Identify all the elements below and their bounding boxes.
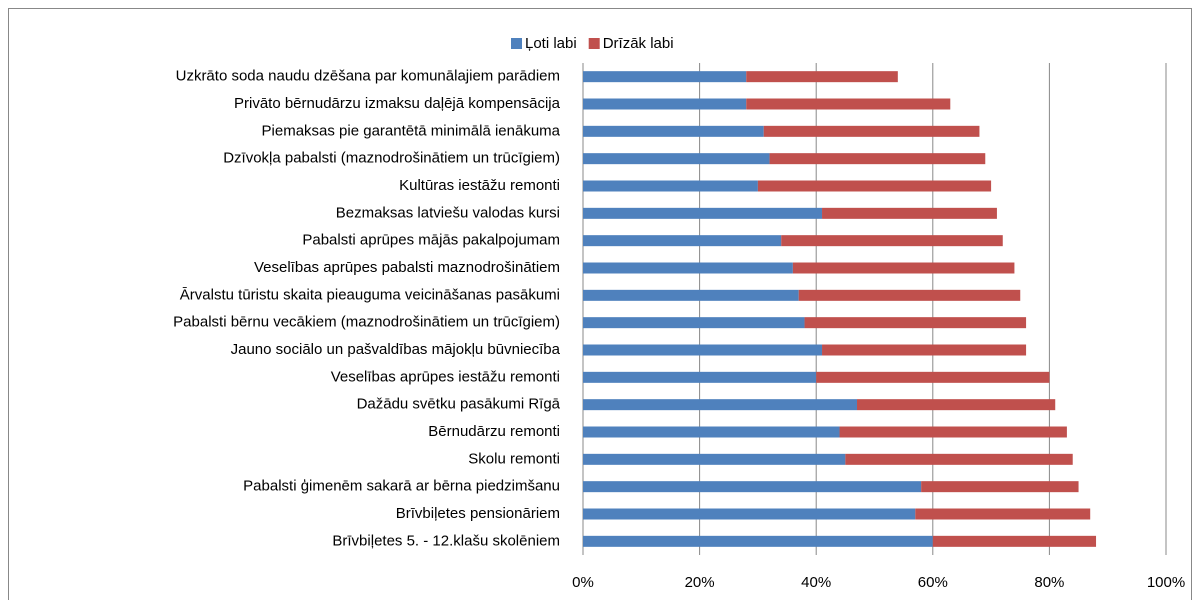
bar — [746, 98, 951, 110]
y-tick-label: Dzīvokļa pabalsti (maznodrošinātiem un t… — [223, 150, 560, 167]
bar — [583, 317, 805, 329]
y-tick-label: Brīvbiļetes 5. - 12.klašu skolēniem — [332, 532, 560, 549]
bar — [583, 535, 933, 547]
bar — [757, 180, 992, 192]
bar — [857, 399, 1056, 411]
bar — [583, 98, 747, 110]
bar — [822, 207, 997, 219]
y-tick-label: Pabalsti ģimenēm sakarā ar bērna piedzim… — [243, 478, 560, 495]
legend-label: Ļoti labi — [525, 35, 577, 52]
y-tick-label: Pabalsti bērnu vecākiem (maznodrošinātie… — [173, 314, 560, 331]
bar — [583, 125, 764, 137]
bar — [822, 344, 1027, 356]
bar — [804, 317, 1027, 329]
y-tick-label: Kultūras iestāžu remonti — [399, 177, 560, 194]
y-tick-label: Ārvalstu tūristu skaita pieauguma veicin… — [180, 286, 560, 303]
y-tick-label: Skolu remonti — [468, 450, 560, 467]
x-tick-label: 80% — [1034, 574, 1064, 591]
x-tick-label: 40% — [801, 574, 831, 591]
bar — [915, 508, 1091, 520]
y-tick-label: Bezmaksas latviešu valodas kursi — [336, 204, 560, 221]
bar — [583, 262, 793, 274]
y-tick-label: Pabalsti aprūpes mājās pakalpojumam — [302, 232, 560, 249]
bar — [583, 180, 758, 192]
bar — [816, 371, 1050, 383]
bar — [932, 535, 1097, 547]
bar — [583, 453, 846, 465]
y-tick-label: Jauno sociālo un pašvaldības mājokļu būv… — [231, 341, 561, 358]
bar — [845, 453, 1073, 465]
bar — [583, 235, 782, 247]
bar — [781, 235, 1003, 247]
bar — [921, 481, 1079, 493]
bar — [583, 371, 817, 383]
x-tick-label: 60% — [918, 574, 948, 591]
legend-label: Drīzāk labi — [603, 35, 674, 52]
y-tick-label: Bērnudārzu remonti — [428, 423, 560, 440]
bar — [583, 153, 770, 165]
x-tick-label: 100% — [1147, 574, 1185, 591]
bar — [583, 71, 747, 83]
bar — [792, 262, 1015, 274]
x-tick-label: 20% — [685, 574, 715, 591]
bar — [583, 481, 922, 493]
bar — [763, 125, 980, 137]
bar — [746, 71, 898, 83]
y-tick-label: Dažādu svētku pasākumi Rīgā — [357, 396, 561, 413]
y-tick-label: Veselības aprūpes pabalsti maznodrošināt… — [254, 259, 560, 276]
legend-swatch — [588, 38, 600, 49]
bar — [583, 399, 858, 411]
bar — [798, 289, 1021, 301]
bar — [583, 344, 823, 356]
y-tick-label: Brīvbiļetes pensionāriem — [396, 505, 560, 522]
x-tick-label: 0% — [572, 574, 594, 591]
y-tick-label: Uzkrāto soda naudu dzēšana par komunālaj… — [176, 68, 560, 85]
bar — [769, 153, 986, 165]
y-tick-label: Veselības aprūpes iestāžu remonti — [331, 368, 560, 385]
bar — [583, 289, 799, 301]
bar — [839, 426, 1067, 438]
y-tick-label: Privāto bērnudārzu izmaksu daļējā kompen… — [234, 95, 561, 112]
bar — [583, 207, 823, 219]
legend-swatch — [511, 38, 522, 49]
y-tick-label: Piemaksas pie garantētā minimālā ienākum… — [262, 122, 561, 139]
bar — [583, 426, 840, 438]
bar — [583, 508, 916, 520]
